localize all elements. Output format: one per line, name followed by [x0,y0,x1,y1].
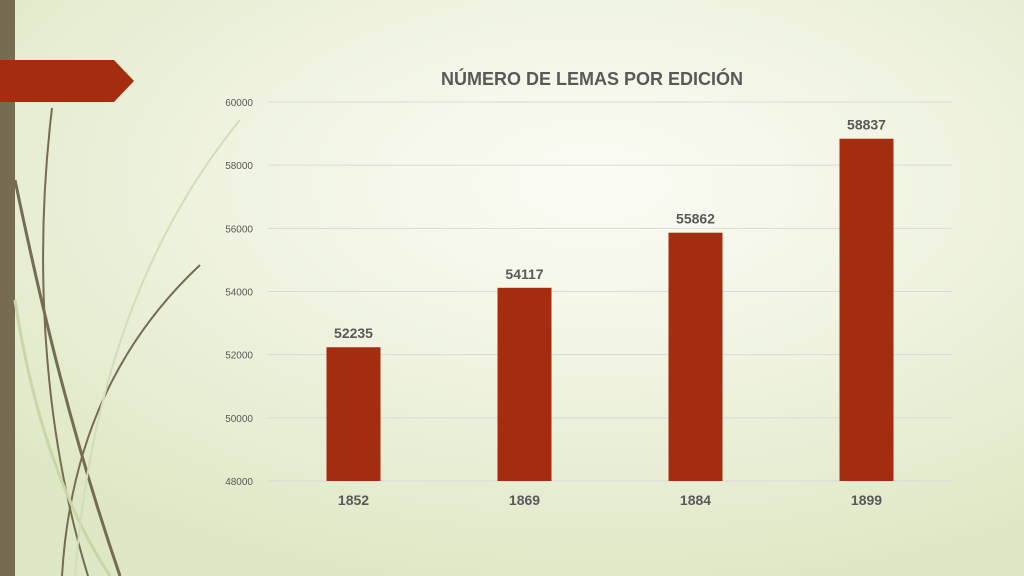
left-accent-bar [0,0,15,576]
y-tick-label: 50000 [225,414,253,425]
bar-1869 [497,287,552,481]
accent-tab-shape [0,60,134,102]
y-tick-label: 48000 [225,477,253,488]
bar-1899 [839,138,894,481]
title-accent-tab [0,60,134,102]
decorative-curves [13,107,241,576]
data-label-1852: 52235 [334,325,373,341]
bar-1884 [668,232,723,481]
curve-4 [13,299,112,576]
x-tick-label-1899: 1899 [851,492,882,508]
bars [326,138,894,481]
y-tick-label: 54000 [225,288,253,299]
chart-title: NÚMERO DE LEMAS POR EDICIÓN [441,68,743,89]
data-labels: 52235 54117 55862 58837 [334,117,886,342]
data-label-1884: 55862 [676,211,715,227]
data-label-1869: 54117 [505,266,543,282]
x-tick-label-1884: 1884 [680,492,711,508]
curve-2 [42,107,89,576]
bar-1852 [326,347,381,481]
curve-5 [74,119,241,576]
x-axis-ticks: 1852 1869 1884 1899 [338,492,882,508]
data-label-1899: 58837 [847,117,886,133]
y-tick-label: 56000 [225,224,253,235]
y-tick-label: 60000 [225,98,253,109]
y-axis-ticks: 48000 50000 52000 54000 56000 58000 60000 [225,98,253,488]
x-tick-label-1852: 1852 [338,492,369,508]
x-tick-label-1869: 1869 [509,492,540,508]
y-tick-label: 58000 [225,161,253,172]
gridlines [268,101,952,482]
y-tick-label: 52000 [225,351,253,362]
curve-1 [13,179,122,576]
